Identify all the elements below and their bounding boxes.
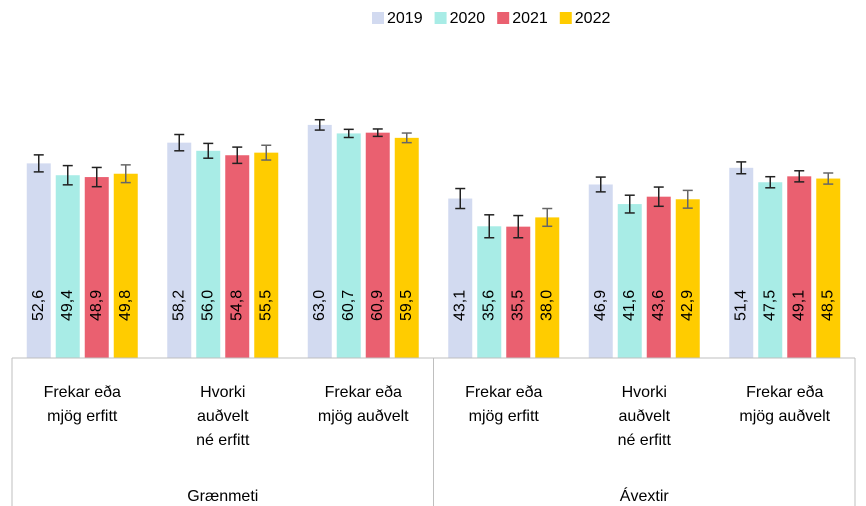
- x-tick-label: Frekar eða: [465, 384, 542, 401]
- bar: [477, 226, 502, 358]
- x-tick-label: mjög auðvelt: [318, 408, 409, 425]
- value-label: 35,6: [480, 290, 497, 321]
- value-label: 51,4: [732, 290, 749, 321]
- legend-label: 2019: [387, 10, 423, 27]
- bar: [729, 167, 754, 358]
- x-tick-label: né erfitt: [618, 432, 672, 449]
- value-label: 52,6: [30, 290, 47, 321]
- bar: [254, 152, 279, 358]
- value-label: 41,6: [621, 290, 638, 321]
- value-label: 48,9: [88, 290, 105, 321]
- bar: [588, 184, 613, 358]
- group-label: Ávextir: [620, 486, 670, 505]
- bar: [113, 173, 138, 358]
- value-label: 60,7: [340, 290, 357, 321]
- value-label: 42,9: [679, 290, 696, 321]
- bar: [196, 150, 221, 358]
- bar: [394, 137, 419, 358]
- x-tick-label: Hvorki: [200, 384, 245, 401]
- legend-swatch: [372, 12, 384, 24]
- bar: [84, 177, 109, 358]
- bar: [675, 199, 700, 358]
- legend-label: 2021: [512, 10, 548, 27]
- bar: [225, 155, 250, 358]
- bar: [448, 198, 473, 358]
- bar: [787, 176, 812, 358]
- x-tick-label: auðvelt: [197, 408, 249, 425]
- bar: [646, 196, 671, 358]
- bar: [167, 142, 192, 358]
- legend-label: 2022: [575, 10, 611, 27]
- value-label: 63,0: [311, 290, 328, 321]
- x-tick-label: mjög auðvelt: [739, 408, 830, 425]
- bar: [617, 204, 642, 358]
- x-tick-label: mjög erfitt: [47, 408, 118, 425]
- value-label: 59,5: [398, 290, 415, 321]
- bar: [506, 226, 531, 358]
- bar: [365, 132, 390, 358]
- x-tick-label: Frekar eða: [746, 384, 823, 401]
- bar: [336, 133, 361, 358]
- value-label: 58,2: [170, 290, 187, 321]
- legend-swatch: [434, 12, 447, 24]
- x-tick-label: Frekar eða: [44, 384, 121, 401]
- value-label: 55,5: [257, 290, 274, 321]
- legend-swatch: [497, 12, 510, 24]
- value-label: 38,0: [538, 290, 555, 321]
- value-label: 56,0: [199, 290, 216, 321]
- value-label: 43,6: [650, 290, 667, 321]
- value-label: 49,1: [790, 290, 807, 321]
- bar: [816, 178, 841, 358]
- group-label: Grænmeti: [187, 488, 258, 505]
- value-label: 46,9: [592, 290, 609, 321]
- value-label: 47,5: [761, 290, 778, 321]
- x-tick-label: né erfitt: [196, 432, 250, 449]
- x-tick-label: mjög erfitt: [469, 408, 540, 425]
- value-label: 49,4: [59, 290, 76, 321]
- value-label: 60,9: [369, 290, 386, 321]
- bar: [26, 163, 51, 358]
- x-tick-label: Hvorki: [622, 384, 667, 401]
- bar: [55, 175, 80, 358]
- bar: [535, 217, 560, 358]
- x-tick-label: auðvelt: [618, 408, 670, 425]
- bar: [758, 182, 783, 358]
- legend-swatch: [559, 12, 572, 24]
- value-label: 43,1: [451, 290, 468, 321]
- value-label: 48,5: [819, 290, 836, 321]
- bar: [307, 124, 332, 359]
- value-label: 54,8: [228, 290, 245, 321]
- value-label: 49,8: [117, 290, 134, 321]
- x-tick-label: Frekar eða: [325, 384, 402, 401]
- legend-label: 2020: [450, 10, 486, 27]
- value-label: 35,5: [509, 290, 526, 321]
